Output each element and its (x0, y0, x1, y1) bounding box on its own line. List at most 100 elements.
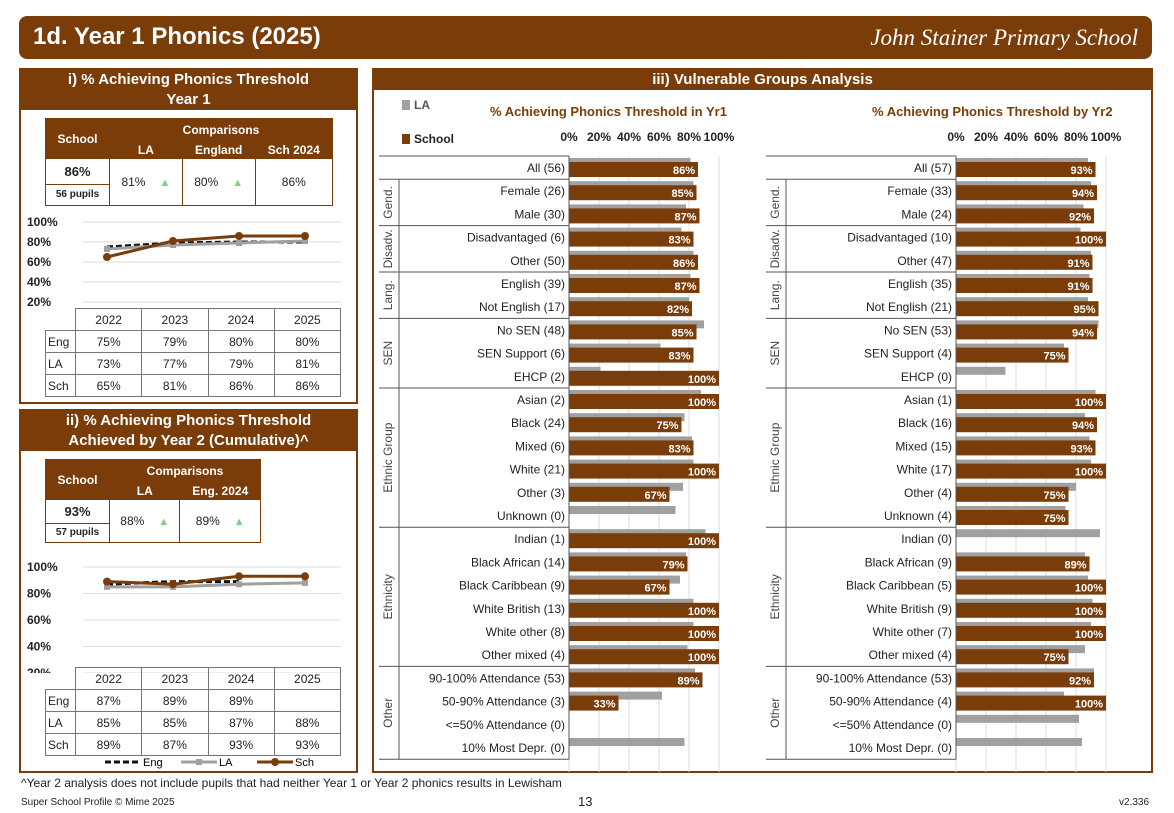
school-bar (956, 440, 1096, 456)
y-tick-label: 80% (27, 587, 51, 601)
school-bar (956, 394, 1106, 409)
row-label: All (57) (914, 161, 952, 175)
series-line-sch (106, 234, 305, 259)
x-tick-label: 20% (587, 130, 611, 144)
bar-value-label: 83% (668, 235, 690, 247)
row-label: Not English (17) (479, 300, 565, 314)
bar-value-label: 87% (674, 281, 696, 293)
bar-value-label: 86% (673, 165, 695, 177)
school-bar (569, 440, 694, 456)
cmp-value: 86% (281, 175, 306, 189)
legend-label-la: LA (414, 98, 430, 112)
up-arrow-icon: ▲ (159, 177, 171, 189)
school-label: School (45, 118, 110, 159)
row-label: Black African (14) (471, 555, 565, 569)
row-label: 50-90% Attendance (3) (442, 695, 565, 709)
bar-value-label: 100% (688, 397, 716, 409)
x-tick-label: 40% (1004, 130, 1028, 144)
school-bar (569, 649, 719, 665)
school-bar (569, 324, 697, 340)
la-bar (569, 204, 686, 213)
row-label: Unknown (4) (884, 509, 952, 523)
table-row: LA 73% 77% 79% 81% (45, 352, 342, 375)
group-label: Disadv. (768, 229, 782, 268)
bar-value-label: 83% (668, 351, 690, 363)
row-label: Mixed (6) (515, 439, 565, 453)
group-label: Other (381, 698, 395, 728)
school-bar (956, 510, 1069, 525)
vulnerable-groups-chart: LA School % Achieving Phonics Threshold in… (379, 98, 1122, 772)
panel-year2-header: ii) % Achieving Phonics Threshold Achieve… (21, 411, 356, 451)
cmp-value: 89% (195, 514, 220, 528)
bar-value-label: 67% (644, 583, 666, 595)
comparisons-label: Comparisons (109, 118, 333, 141)
row-label: Other (4) (904, 486, 952, 500)
school-bar (569, 185, 697, 201)
x-tick-label: 40% (617, 130, 641, 144)
bar-value-label: 75% (1043, 351, 1065, 363)
bar-value-label: 75% (656, 420, 678, 432)
row-label: Indian (0) (901, 532, 952, 546)
legend-label: Eng (143, 757, 163, 769)
bar-value-label: 75% (1043, 490, 1065, 502)
cmp-value: 81% (121, 175, 146, 189)
la-bar (956, 250, 1091, 259)
y-tick-label: 100% (27, 560, 58, 574)
page-banner: 1d. Year 1 Phonics (2025) John Stainer P… (19, 16, 1152, 59)
cmp-header: England (181, 140, 256, 159)
school-label: School (45, 459, 110, 500)
cmp-header: Sch 2024 (254, 140, 334, 159)
point-la (236, 581, 242, 588)
row-label: 90-100% Attendance (53) (816, 671, 952, 685)
y-tick-label: 40% (27, 640, 51, 654)
school-bar (569, 254, 698, 270)
bar-value-label: 100% (1075, 235, 1103, 247)
row-label: Black African (9) (865, 555, 952, 569)
legend-marker (271, 758, 279, 766)
point-la (302, 238, 308, 244)
school-bar (956, 417, 1097, 433)
row-label: White other (7) (873, 625, 952, 639)
row-label: Disadvantaged (10) (847, 231, 952, 245)
school-bar (569, 695, 619, 711)
bar-value-label: 93% (1070, 165, 1092, 177)
up-arrow-icon: ▲ (158, 516, 170, 528)
group-label: SEN (381, 341, 395, 366)
footnote: ^Year 2 analysis does not include pupils… (21, 776, 562, 790)
up-arrow-icon: ▲ (232, 177, 244, 189)
x-tick-label: 0% (560, 130, 578, 144)
bar-chart-title: % Achieving Phonics Threshold by Yr2 (872, 104, 1113, 119)
bar-value-label: 89% (1064, 559, 1086, 571)
point-la (104, 583, 110, 590)
school-bar (956, 649, 1069, 665)
year1-trend-chart: 100% 80% 60% 40% 20% (27, 215, 341, 309)
bar-value-label: 91% (1067, 281, 1089, 293)
y-tick-label: 20% (27, 666, 51, 673)
group-label: Lang. (381, 280, 395, 310)
row-label: White British (13) (473, 602, 565, 616)
panel-year1-header: i) % Achieving Phonics Threshold Year 1 (21, 70, 356, 110)
school-bar (569, 672, 703, 688)
legend-label: LA (219, 757, 233, 769)
school-bar (569, 231, 694, 247)
school-bar (956, 254, 1093, 270)
pupil-count: 57 pupils (55, 527, 100, 538)
row-label: <=50% Attendance (0) (446, 718, 565, 732)
row-label: 10% Most Depr. (0) (849, 741, 952, 755)
cmp-header: Eng. 2024 (179, 481, 261, 500)
school-bar (569, 602, 719, 618)
la-bar (569, 250, 694, 259)
la-bar (956, 575, 1088, 584)
table-row: Sch 65% 81% 86% 86% (45, 374, 342, 397)
la-bar (956, 714, 1079, 723)
year2-trend-chart: 100% 80% 60% 40% 20% (27, 560, 341, 673)
bar-value-label: 87% (674, 211, 696, 223)
row-label: Male (30) (514, 207, 565, 221)
point-sch (103, 253, 111, 261)
table-row: Eng 87% 89% 89% (45, 689, 342, 712)
group-label: Ethnic Group (768, 422, 782, 492)
year2-trend-table: 2022 2023 2024 2025 Eng 87% 89% 89% LA 85% 85% 87… (45, 667, 342, 756)
x-tick-label: 60% (647, 130, 671, 144)
school-name: John Stainer Primary School (870, 25, 1138, 50)
bar-value-label: 75% (1043, 513, 1065, 525)
